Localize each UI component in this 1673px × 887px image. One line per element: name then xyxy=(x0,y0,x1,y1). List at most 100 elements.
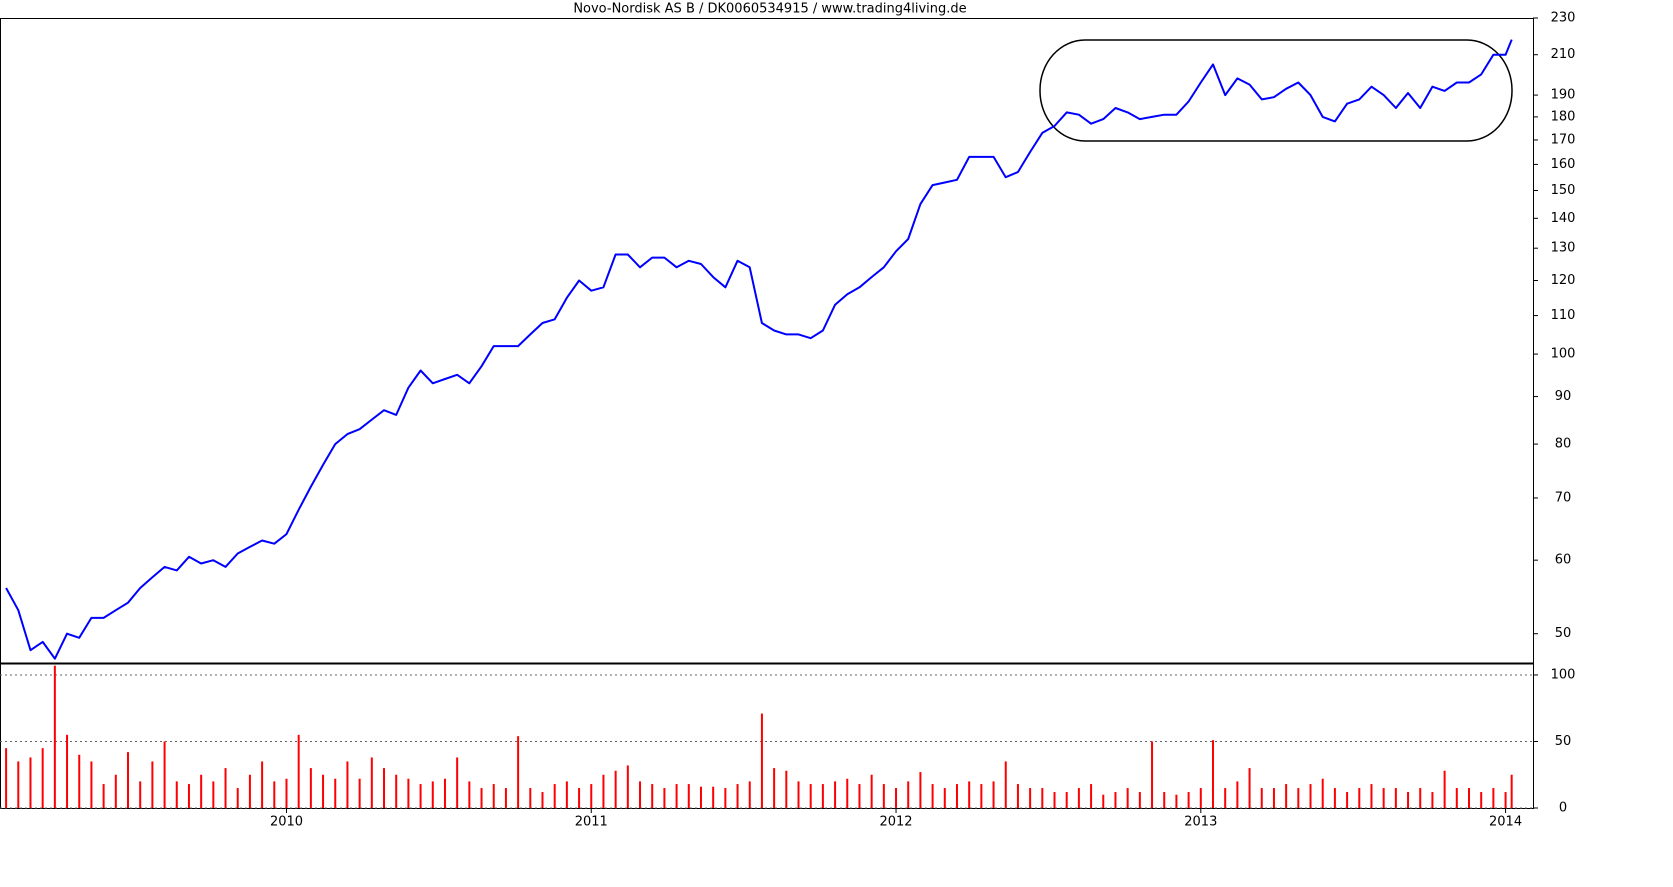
volume-bar xyxy=(407,778,410,808)
volume-bar xyxy=(1090,784,1093,808)
y-tick-label: 70 xyxy=(1555,490,1572,505)
volume-bar xyxy=(334,778,337,808)
y-tick-label: 150 xyxy=(1551,183,1576,198)
volume-bar xyxy=(943,788,946,808)
volume-bar xyxy=(1346,792,1349,808)
volume-bar xyxy=(1455,788,1458,808)
volume-bar xyxy=(29,757,32,808)
volume-bar xyxy=(748,781,751,808)
volume-bar xyxy=(712,786,715,808)
volume-bar xyxy=(578,788,581,808)
volume-bar xyxy=(1443,770,1446,808)
volume-bar xyxy=(1480,792,1483,808)
volume-bar xyxy=(1510,774,1513,808)
volume-bar xyxy=(261,761,264,808)
volume-bar xyxy=(968,781,971,808)
volume-bar xyxy=(760,713,763,808)
volume-bar xyxy=(212,781,215,808)
volume-bar xyxy=(1236,781,1239,808)
volume-bar xyxy=(565,781,568,808)
volume-bar xyxy=(834,781,837,808)
volume-bar xyxy=(809,784,812,808)
volume-bar xyxy=(1224,788,1227,808)
volume-bar xyxy=(492,784,495,808)
volume-bar xyxy=(200,774,203,808)
y-tick-label: 160 xyxy=(1551,157,1576,172)
volume-bar xyxy=(322,774,325,808)
volume-bar xyxy=(358,778,361,808)
volume-bar xyxy=(907,781,910,808)
volume-bar xyxy=(541,792,544,808)
volume-bar xyxy=(383,768,386,808)
volume-bar xyxy=(1272,788,1275,808)
volume-bar xyxy=(5,748,8,808)
volume-bar xyxy=(1016,784,1019,808)
y-tick-label: 210 xyxy=(1551,47,1576,62)
volume-bar xyxy=(297,734,300,808)
volume-bar xyxy=(78,754,81,808)
volume-bar xyxy=(529,788,532,808)
volume-bar xyxy=(773,768,776,808)
volume-bar xyxy=(370,757,373,808)
volume-bar xyxy=(870,774,873,808)
volume-bar xyxy=(1321,778,1324,808)
y-tick-label: 140 xyxy=(1551,211,1576,226)
volume-bar xyxy=(285,778,288,808)
volume-bar xyxy=(699,786,702,808)
volume-bar xyxy=(663,788,666,808)
volume-bar xyxy=(224,768,227,808)
volume-bar xyxy=(41,748,44,808)
volume-bar xyxy=(90,761,93,808)
volume-bar xyxy=(139,781,142,808)
volume-bar xyxy=(1004,761,1007,808)
volume-bar xyxy=(419,784,422,808)
y-tick-label: 120 xyxy=(1551,273,1576,288)
volume-bar xyxy=(785,770,788,808)
volume-bar xyxy=(114,774,117,808)
volume-bar xyxy=(1358,788,1361,808)
volume-bar xyxy=(1029,788,1032,808)
volume-bar xyxy=(590,784,593,808)
volume-bar xyxy=(736,784,739,808)
volume-bar xyxy=(1175,794,1178,808)
volume-bar xyxy=(443,778,446,808)
y-tick-label: 180 xyxy=(1551,109,1576,124)
volume-bar xyxy=(151,761,154,808)
volume-bar xyxy=(931,784,934,808)
volume-bar xyxy=(1065,792,1068,808)
y-tick-label: 130 xyxy=(1551,241,1576,256)
x-tick-label: 2014 xyxy=(1489,815,1522,830)
volume-bar xyxy=(602,774,605,808)
volume-bar xyxy=(1041,788,1044,808)
volume-bar xyxy=(17,761,20,808)
volume-bar xyxy=(614,770,617,808)
volume-bar xyxy=(797,781,800,808)
volume-bar xyxy=(626,765,629,808)
volume-bar xyxy=(102,784,105,808)
volume-bar xyxy=(127,752,130,808)
volume-bar xyxy=(1187,792,1190,808)
volume-bar xyxy=(517,736,520,808)
y-tick-label: 230 xyxy=(1551,11,1576,26)
volume-bar xyxy=(1467,788,1470,808)
volume-bar xyxy=(1382,788,1385,808)
volume-bar xyxy=(895,788,898,808)
volume-bar xyxy=(431,781,434,808)
volume-bar xyxy=(66,734,69,808)
volume-bar xyxy=(639,781,642,808)
volume-bar xyxy=(675,784,678,808)
y-tick-label: 50 xyxy=(1555,734,1572,749)
volume-bar xyxy=(163,741,166,808)
y-tick-label: 100 xyxy=(1551,667,1576,682)
volume-bar xyxy=(1199,788,1202,808)
volume-bar xyxy=(456,757,459,808)
volume-bar xyxy=(1431,792,1434,808)
volume-bar xyxy=(1297,788,1300,808)
volume-bar xyxy=(1260,788,1263,808)
volume-bar xyxy=(1053,792,1056,808)
volume-bar xyxy=(1077,788,1080,808)
y-tick-label: 60 xyxy=(1555,553,1572,568)
y-tick-label: 50 xyxy=(1555,626,1572,641)
volume-bar xyxy=(1163,792,1166,808)
